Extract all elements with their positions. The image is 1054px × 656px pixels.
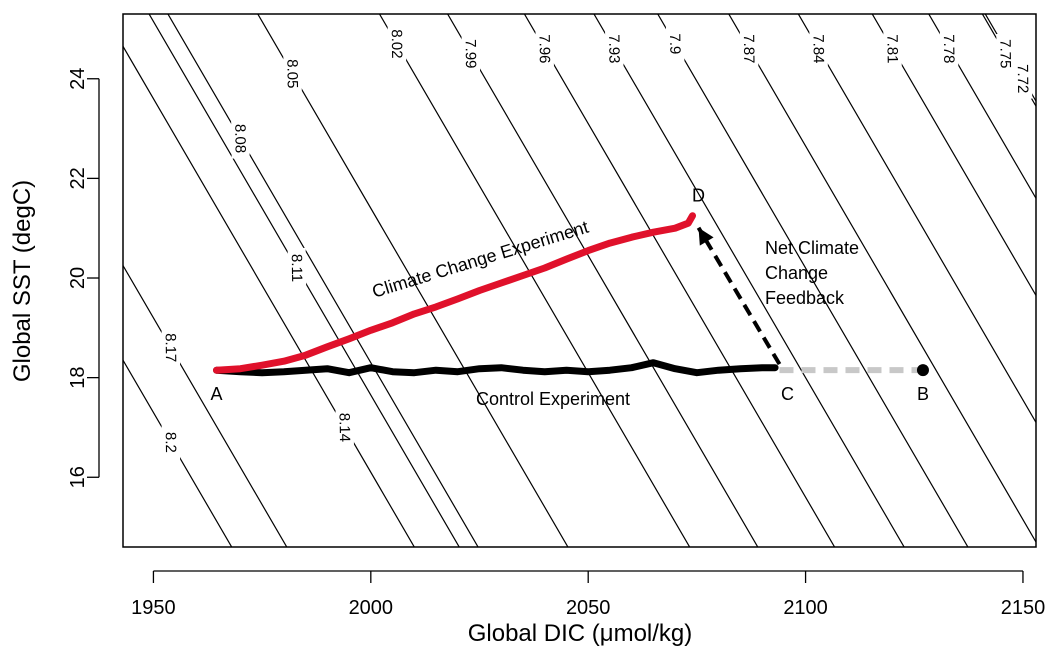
contour-label-bg [605,28,624,69]
y-tick-label: 18 [67,367,89,389]
point-markers: A B C D [210,186,929,404]
x-tick-label: 2100 [783,597,828,619]
contour-label: 8.14 [336,413,353,442]
contour-line [148,14,460,547]
y-tick-label: 20 [67,267,89,289]
feedback-label-line3: Feedback [765,288,845,308]
contour-label-bg [387,23,407,65]
series-line [213,359,779,377]
contour-label: 8.02 [388,29,405,58]
contour-label: 7.99 [462,39,479,68]
contour-label-bg [161,327,181,368]
feedback-label-line1: Net Climate [765,238,859,258]
contour-label-bg [883,28,902,69]
contour-label: 8.08 [231,124,248,153]
series-line [213,212,696,374]
contour-line [123,264,288,547]
contour-label-bg [287,247,307,289]
contour-label: 8.2 [162,432,179,453]
contour-label-bg [231,118,250,159]
y-axis: 16 18 20 22 24 [67,68,100,488]
contour-line [523,14,836,547]
ph-contours [123,14,1036,547]
point-label-c: C [781,384,794,404]
contour-label: 8.05 [283,59,300,88]
contour-line [984,14,1036,103]
x-axis: 1950 2000 2050 2100 2150 [131,570,1046,619]
contour-line [446,14,759,547]
point-label-a: A [210,384,222,404]
point-label-b: B [917,384,929,404]
contour-label-bg [996,33,1015,74]
x-tick-label: 1950 [131,597,176,619]
contour-label: 7.96 [536,34,553,63]
contour-label-bg [739,28,759,69]
x-tick-label: 2050 [566,597,611,619]
y-axis-label: Global SST (degC) [9,180,36,382]
contour-label: 7.81 [883,34,900,63]
series-layer [213,212,779,377]
contour-label: 7.87 [740,34,757,63]
y-tick-label: 24 [67,68,89,90]
x-tick-label: 2000 [349,597,394,619]
contour-line [728,14,1036,544]
plot-frame [122,13,1037,548]
arrowhead-icon [698,227,714,246]
contour-label-bg [461,33,481,74]
contour-label-bg [335,407,354,448]
contour-line [928,14,1036,200]
contour-line [797,14,1036,424]
contour-line [123,45,415,547]
contour-label-bg [939,28,959,69]
dashed-arrow-cd [696,226,782,366]
contour-line [871,14,1036,297]
contour-line [378,14,691,547]
contour-line [123,359,233,547]
contour-label-bg [283,53,302,94]
contour-label: 8.11 [288,254,305,282]
contour-label: 8.17 [162,333,179,362]
contour-line [167,14,479,547]
point-label-d: D [692,186,705,206]
contour-label: 7.78 [940,34,957,63]
ph-contour-labels: 8.2 8.17 8.14 8.11 8.08 8.05 8.02 7.99 7.96 7.93 7… [161,23,1033,463]
feedback-label-line2: Change [765,263,828,283]
contour-label-bg [665,23,685,65]
contour-label-bg [161,422,181,463]
contour-label: 7.72 [1014,64,1031,93]
contour-line [981,14,1036,108]
control-label: Control Experiment [476,389,630,409]
contour-line [593,14,905,547]
contour-line [657,14,969,547]
contour-label: 7.75 [996,39,1013,68]
contour-label: 7.9 [666,33,683,54]
x-axis-label: Global DIC (μmol/kg) [468,620,693,647]
x-tick-label: 2150 [1001,597,1046,619]
y-tick-label: 16 [67,466,89,488]
contour-label-bg [535,28,554,69]
point-b-marker [916,364,929,377]
dashed-lines [696,226,923,374]
contour-label: 7.93 [605,34,622,63]
y-tick-label: 22 [67,167,89,189]
contour-label-bg [1013,58,1033,99]
contour-label: 7.84 [809,34,826,63]
contour-label-bg [809,28,828,69]
